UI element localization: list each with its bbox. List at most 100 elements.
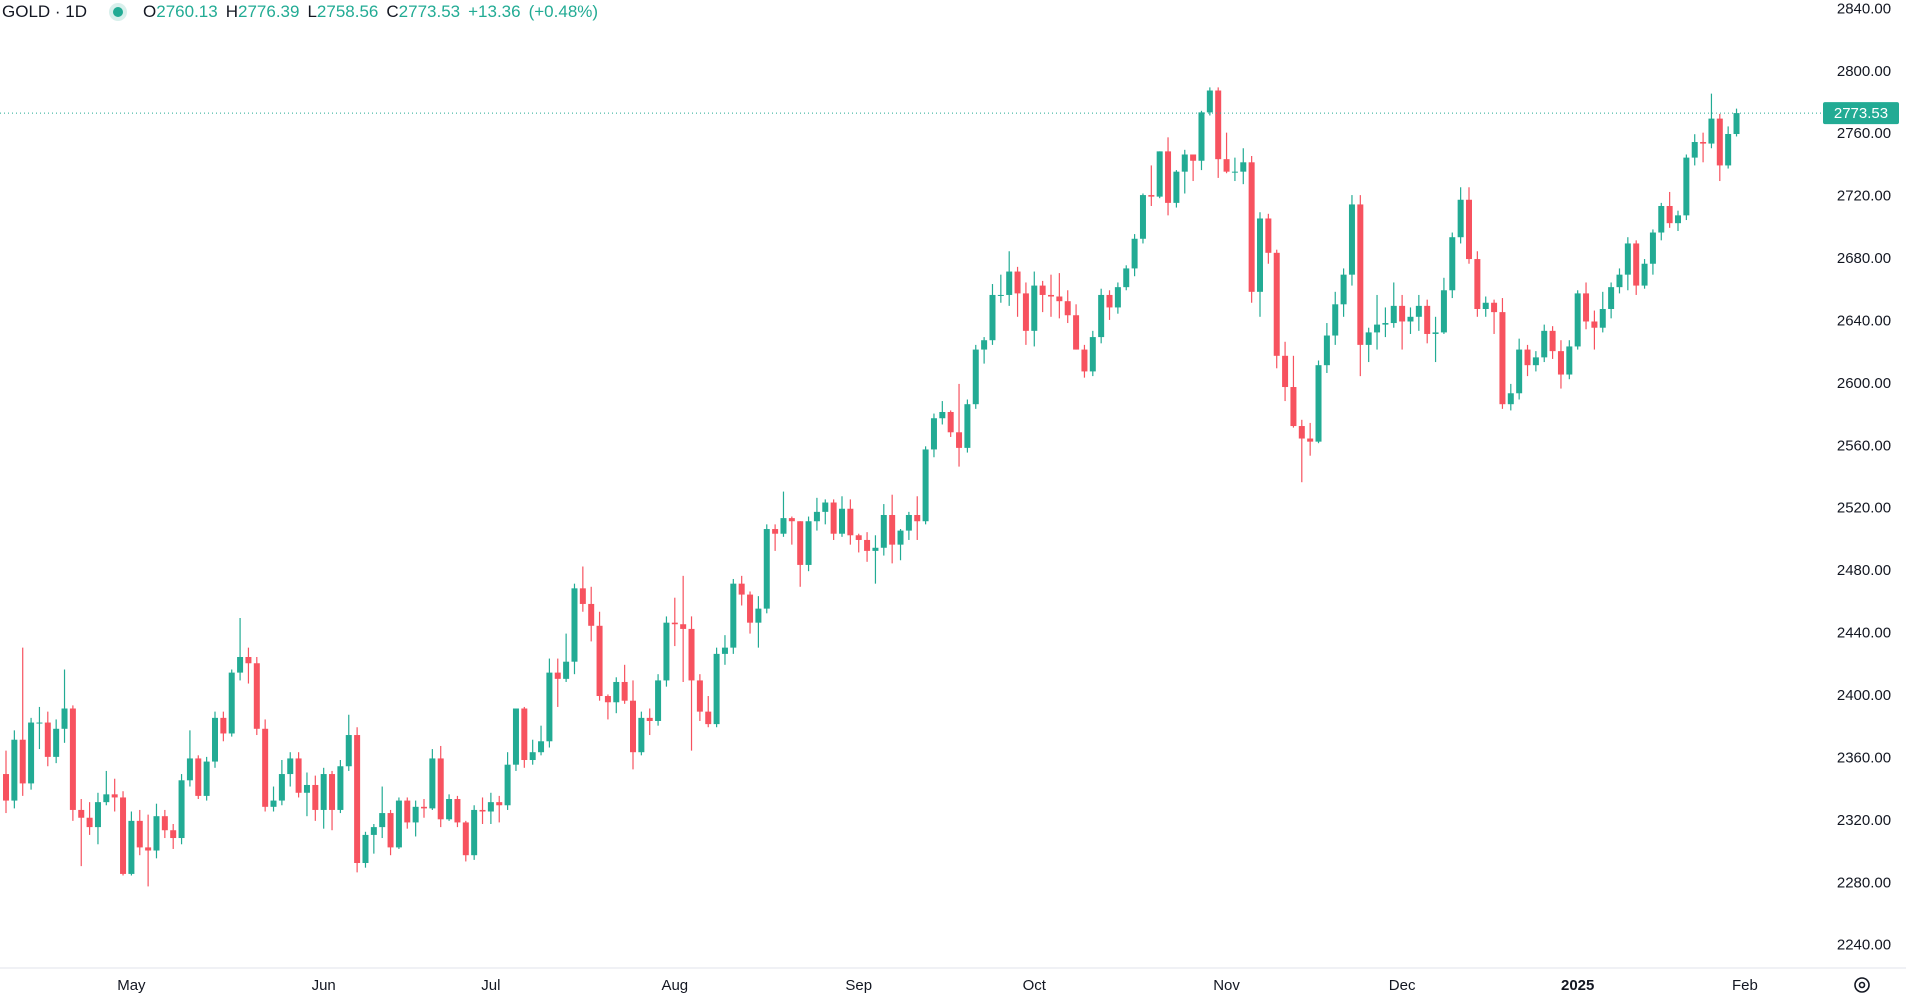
candle-body <box>1307 438 1314 442</box>
y-tick-label: 2720.00 <box>1837 188 1891 205</box>
candle-body <box>680 624 687 629</box>
candle-body <box>663 622 670 681</box>
candle-body <box>337 766 344 810</box>
y-tick-label: 2560.00 <box>1837 437 1891 454</box>
candle-body <box>1399 305 1406 322</box>
candle-body <box>1332 304 1339 336</box>
candle-body <box>763 529 770 609</box>
candle-body <box>1206 90 1213 113</box>
candle-body <box>1733 113 1740 135</box>
candle-body <box>446 799 453 820</box>
candle-body <box>228 672 235 734</box>
candle-body <box>1608 287 1615 309</box>
candle-body <box>111 794 118 798</box>
candle-body <box>1006 271 1013 295</box>
settings-icon-ring[interactable] <box>1854 977 1870 993</box>
candle-body <box>1624 243 1631 275</box>
candle-body <box>788 518 795 522</box>
candle-body <box>487 802 494 812</box>
candle-body <box>1022 293 1029 331</box>
candle-body <box>44 722 51 757</box>
candle-body <box>1708 118 1715 144</box>
label: O <box>143 2 157 21</box>
candle-body <box>1549 330 1556 352</box>
candle-body <box>1106 294 1113 308</box>
candle-body <box>1666 205 1673 224</box>
x-tick-label: Jun <box>312 977 336 994</box>
candle-body <box>596 625 603 697</box>
candle-body <box>671 622 678 625</box>
candle-body <box>646 717 653 721</box>
candle-body <box>1566 346 1573 375</box>
candle-body <box>847 508 854 536</box>
candle-body <box>19 739 26 784</box>
candle-body <box>696 680 703 712</box>
candle-body <box>621 681 628 701</box>
candle-body <box>1675 215 1681 224</box>
candle-body <box>1039 285 1046 295</box>
candle-body <box>1139 195 1146 239</box>
settings-icon[interactable] <box>1854 977 1870 993</box>
candle-body <box>1532 357 1539 366</box>
candle-body <box>1056 296 1063 302</box>
settings-icon-center[interactable] <box>1858 981 1866 989</box>
candle-body <box>3 774 9 801</box>
candle-body <box>1557 351 1564 375</box>
candle-body <box>1156 151 1163 197</box>
candle-body <box>36 722 43 724</box>
candle-body <box>512 708 519 765</box>
candle-body <box>1257 218 1263 292</box>
candle-body <box>479 809 486 812</box>
x-tick-label: May <box>117 977 146 994</box>
candle-body <box>94 802 101 828</box>
candle-body <box>1273 252 1280 356</box>
candle-body <box>1148 195 1155 197</box>
candle-body <box>212 717 218 762</box>
candle-body <box>312 784 319 810</box>
last-price-label: 2773.53 <box>1834 105 1888 122</box>
candle-body <box>830 502 837 534</box>
candle-body <box>1357 204 1364 345</box>
candle-body <box>412 806 419 823</box>
market-status[interactable] <box>113 7 124 17</box>
x-tick-label: Nov <box>1213 977 1240 994</box>
candle-body <box>805 521 812 565</box>
value: 2773.53 <box>398 2 461 21</box>
candle-body <box>1131 238 1138 269</box>
candle-body <box>1231 171 1238 173</box>
value: 2758.56 <box>316 2 379 21</box>
candle-body <box>295 758 302 793</box>
candle-body <box>813 511 820 522</box>
candle-body <box>579 588 586 604</box>
symbol[interactable]: GOLD · 1D <box>2 2 88 21</box>
y-tick-label: 2320.00 <box>1837 812 1891 829</box>
candle-body <box>1282 355 1289 388</box>
candle-body <box>303 784 310 793</box>
candle-body <box>1658 205 1665 233</box>
candle-body <box>496 802 503 806</box>
y-tick-label: 2840.00 <box>1837 0 1891 17</box>
candle-body <box>914 514 921 522</box>
candle-body <box>178 780 185 839</box>
candle-body <box>387 813 394 848</box>
candle-body <box>1716 118 1723 166</box>
candle-body <box>822 502 829 512</box>
candle-body <box>772 529 779 534</box>
candle-body <box>53 728 60 757</box>
candle-body <box>638 717 645 753</box>
candle-body <box>203 761 210 796</box>
candle-body <box>922 449 929 522</box>
y-tick-label: 2680.00 <box>1837 250 1891 267</box>
candle-body <box>220 717 227 734</box>
y-tick-label: 2360.00 <box>1837 749 1891 766</box>
candle-body <box>1524 349 1531 366</box>
candle-body <box>1240 162 1247 172</box>
legend-header: GOLD · 1D O2760.13 H2776.39 L2758.56 C27… <box>2 2 598 22</box>
candle-body <box>1541 330 1548 358</box>
candle-body <box>1725 134 1732 166</box>
candle-body <box>195 758 202 796</box>
candle-body <box>655 680 662 721</box>
candle-body <box>947 411 954 433</box>
candle-body <box>1198 112 1205 161</box>
